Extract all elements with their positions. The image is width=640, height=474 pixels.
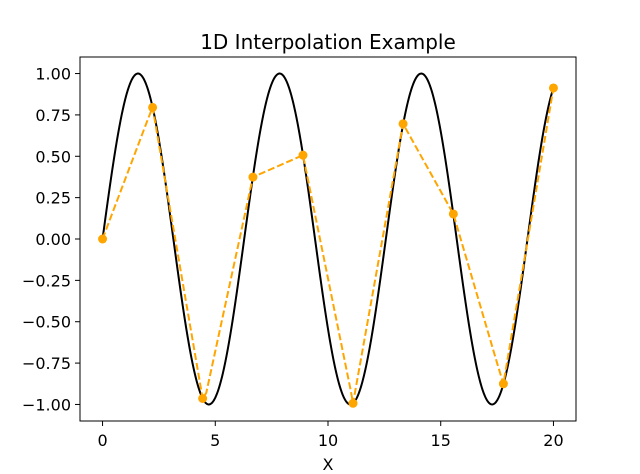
x-tick-label: 10 xyxy=(318,431,338,450)
sine-curve-line xyxy=(101,72,555,406)
y-tick-label: −0.25 xyxy=(22,271,71,290)
sample-point xyxy=(548,83,558,93)
sample-point xyxy=(198,394,208,403)
y-axis: 1.00 0.75 0.50 0.25 0.00 −0.25 −0.50 −0.75 −1.00 xyxy=(22,65,80,414)
y-tick-label: −0.50 xyxy=(22,313,71,332)
interpolated-line xyxy=(101,87,555,404)
chart-title: 1D Interpolation Example xyxy=(200,30,456,54)
y-tick-label: −1.00 xyxy=(22,395,71,414)
sample-point xyxy=(98,234,108,244)
y-tick-label: 0.75 xyxy=(35,106,71,125)
sample-point xyxy=(398,119,408,129)
sample-point xyxy=(298,150,308,160)
x-axis-label: X xyxy=(323,455,334,474)
y-tick-label: 0.00 xyxy=(35,230,71,249)
sample-point xyxy=(248,172,258,182)
sample-point xyxy=(448,209,458,219)
x-axis: 0 5 10 15 20 xyxy=(97,421,564,450)
y-tick-label: 0.50 xyxy=(35,147,71,166)
x-tick-label: 5 xyxy=(210,431,220,450)
x-tick-label: 15 xyxy=(431,431,451,450)
y-tick-label: −0.75 xyxy=(22,354,71,373)
sample-point xyxy=(498,379,508,389)
plot-area xyxy=(98,72,558,408)
sample-point xyxy=(148,102,158,112)
sample-point xyxy=(348,398,358,408)
x-tick-label: 0 xyxy=(97,431,107,450)
y-tick-label: 0.25 xyxy=(35,189,71,208)
x-tick-label: 20 xyxy=(543,431,563,450)
y-tick-label: 1.00 xyxy=(35,65,71,84)
